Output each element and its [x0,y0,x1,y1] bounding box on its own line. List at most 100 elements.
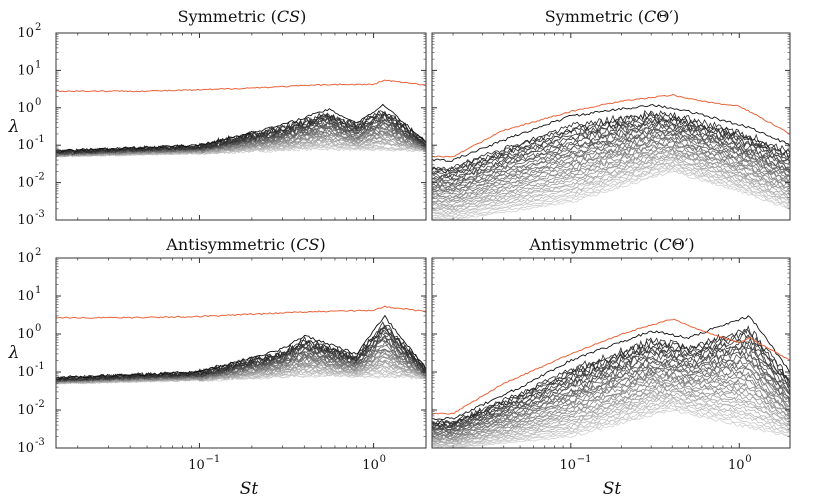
mode-line-8 [432,341,790,429]
mode-line-35 [432,407,790,448]
mode-line-19 [432,373,790,437]
y-tick-exponent: -2 [35,399,45,410]
mode-line-23 [432,148,790,201]
y-tick-label: 10 [17,441,34,456]
mode-line-3 [56,110,426,154]
y-tick-label: 10 [17,213,34,228]
y-tick-exponent: -1 [35,361,45,372]
y-tick-label: 10 [17,251,34,266]
y-tick-label: 10 [17,101,34,116]
title-sym-cs: Symmetric (CS) [178,7,307,26]
x-tick-label: 10 [560,458,577,473]
panel-anti-ctheta: 10 −1 10 0 [431,257,791,473]
series-group [432,315,790,448]
x-tick-label: 10 [188,458,205,473]
axes-frame [431,257,791,449]
mode-line-36 [432,170,790,220]
mode-line-4 [432,111,790,172]
x-tick-exponent: −1 [577,454,592,465]
mode-line-11 [432,349,790,432]
mode-line-32 [432,400,790,447]
mode-line-2 [56,103,426,153]
axes-frame [55,257,427,449]
mode-line-24 [432,384,790,441]
mode-line-24 [56,356,426,384]
mode-line-10 [432,124,790,181]
panel-sym-ctheta [431,32,791,221]
y-tick-exponent: 0 [35,323,41,334]
ylabel-top: λ [8,117,20,137]
mode-line-12 [432,128,790,185]
y-tick-exponent: -3 [35,437,45,448]
y-tick-label: 10 [17,26,34,41]
mode-line-24 [432,148,790,203]
mode-line-4 [432,328,790,426]
mode-line-21 [432,377,790,439]
mode-line-5 [432,113,790,174]
mode-line-10 [432,346,790,431]
axes-frame [431,32,791,221]
mode-line-1 [56,305,426,319]
mode-line-3 [432,109,790,171]
mode-line-26 [432,152,790,206]
y-tick-label: 10 [17,327,34,342]
panel-anti-cs: 10 210 110 010 -110 -210 -310 −1 10 0 [17,247,427,473]
x-tick-exponent: −1 [205,454,220,465]
series-group [56,305,426,385]
y-tick-exponent: 2 [35,247,41,258]
x-tick-exponent: 0 [380,454,386,465]
mode-line-32 [432,164,790,216]
mode-line-30 [432,396,790,445]
y-tick-label: 10 [17,403,34,418]
mode-line-31 [432,161,790,214]
y-tick-label: 10 [17,63,34,78]
y-tick-label: 10 [17,289,34,304]
mode-line-27 [432,155,790,208]
x-tick-label: 10 [362,458,379,473]
title-anti-ctheta: Antisymmetric (CΘ′) [528,235,694,254]
mode-line-28 [432,392,790,444]
y-tick-exponent: -1 [35,134,45,145]
y-tick-label: 10 [17,138,34,153]
title-anti-cs: Antisymmetric (CS) [165,235,325,254]
mode-line-31 [432,398,790,445]
mode-line-18 [432,138,790,193]
y-tick-exponent: 2 [35,22,41,33]
mode-line-30 [432,159,790,212]
mode-line-36 [432,409,790,448]
y-tick-exponent: 1 [35,59,41,70]
mode-line-1 [432,93,790,158]
mode-line-16 [432,135,790,191]
xlabel-right: St [603,479,622,499]
mode-line-7 [432,117,790,177]
mode-line-7 [432,337,790,428]
mode-line-26 [432,388,790,442]
mode-line-33 [432,164,790,217]
mode-line-2 [432,315,790,421]
mode-line-30 [56,140,426,158]
mode-line-25 [432,150,790,204]
mode-line-16 [432,366,790,434]
mode-line-22 [432,380,790,439]
y-tick-exponent: -3 [35,209,45,220]
mode-line-2 [56,314,426,380]
mode-line-12 [432,353,790,432]
mode-line-17 [432,136,790,192]
ylabel-bottom: λ [8,343,20,363]
mode-line-13 [432,129,790,186]
mode-line-6 [432,334,790,428]
series-group [56,79,426,158]
axes-frame [55,32,427,221]
y-tick-exponent: 1 [35,285,41,296]
x-tick-label: 10 [728,458,745,473]
mode-line-28 [432,156,790,210]
mode-line-22 [432,146,790,200]
mode-line-1 [56,79,426,93]
mode-line-34 [432,166,790,219]
mode-line-3 [432,325,790,425]
y-tick-label: 10 [17,365,34,380]
series-group [432,93,790,220]
y-tick-label: 10 [17,176,34,191]
